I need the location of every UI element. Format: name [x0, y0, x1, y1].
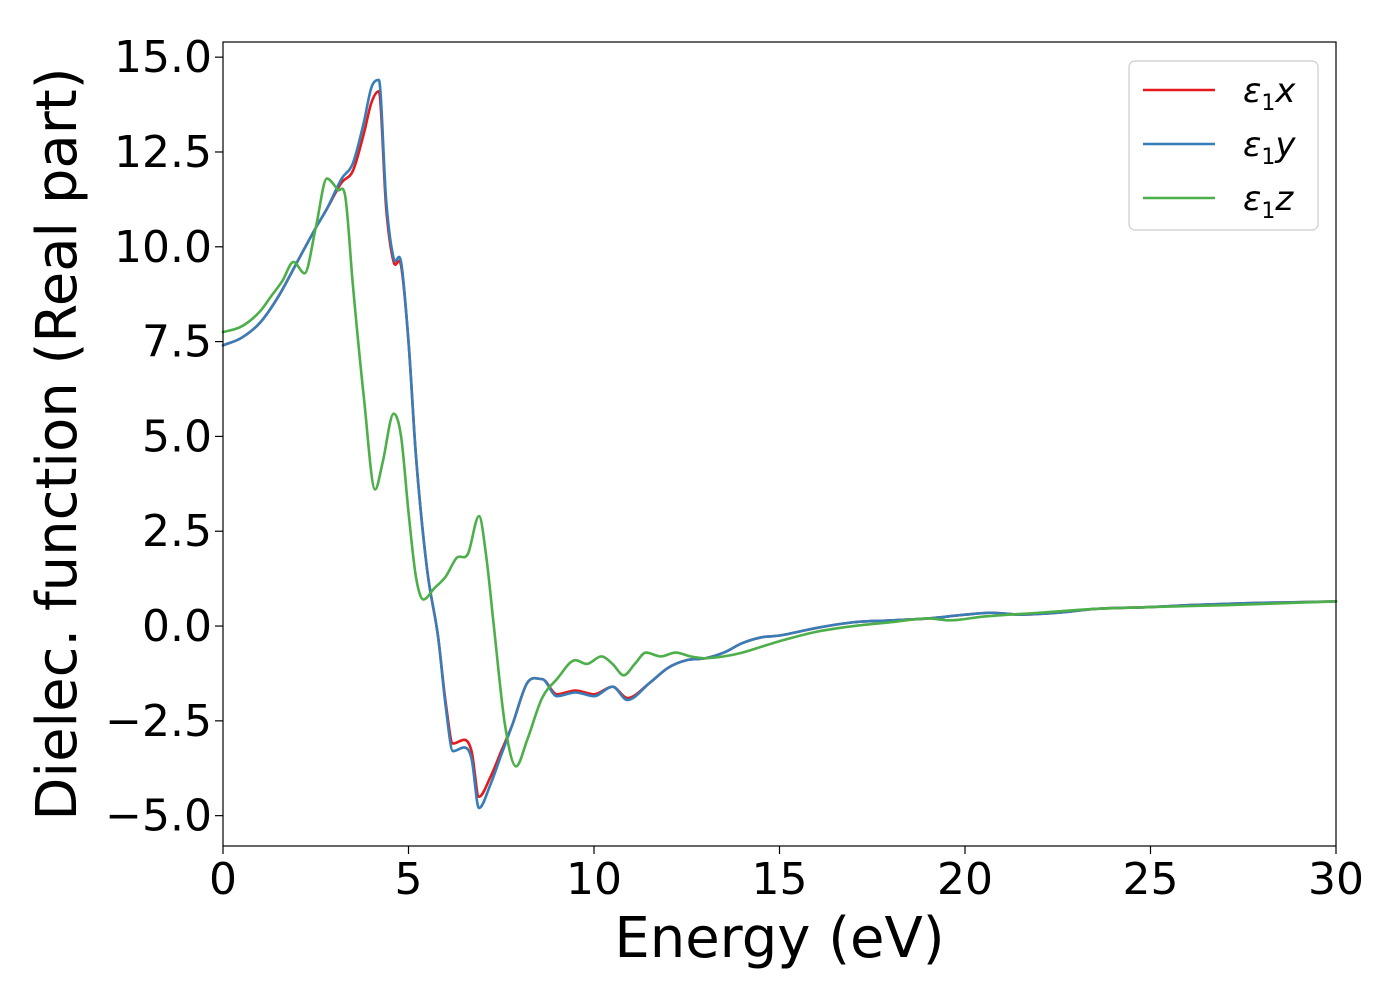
y-tick-label: 0.0: [142, 601, 212, 652]
x-tick-label: 25: [1123, 854, 1179, 905]
legend-label-x: ε1x: [1243, 71, 1296, 116]
x-tick-label: 20: [937, 854, 993, 905]
legend-label-z: ε1z: [1243, 179, 1294, 224]
series-layer: [221, 78, 1338, 810]
y-tick-label: −2.5: [105, 696, 212, 747]
y-tick-label: −5.0: [105, 791, 212, 842]
series-line-y: [221, 78, 1338, 810]
x-tick-label: 30: [1308, 854, 1364, 905]
series-line-z: [221, 177, 1338, 768]
legend-entries: ε1x ε1y ε1z: [1143, 71, 1296, 224]
legend-label-y: ε1y: [1243, 125, 1296, 170]
y-tick-label: 12.5: [114, 127, 212, 178]
y-tick-label: 2.5: [142, 506, 212, 557]
y-tick-label: 7.5: [142, 317, 212, 368]
x-tick-label: 10: [566, 854, 622, 905]
legend-box: [1128, 60, 1319, 231]
y-tick-label: 5.0: [142, 411, 212, 462]
x-tick-label: 5: [395, 854, 423, 905]
x-tick-label: 15: [752, 854, 808, 905]
y-tick-label: 10.0: [114, 222, 212, 273]
x-axis-ticks: 0 5 10 15 20 25 30: [209, 846, 1364, 905]
x-axis-label: Energy (eV): [614, 906, 944, 971]
legend: ε1x ε1y ε1z: [1128, 60, 1319, 231]
y-axis-label: Dielec. function (Real part): [25, 67, 90, 820]
y-axis-ticks: −5.0 −2.5 0.0 2.5 5.0 7.5 10.0 12.5 15.0: [105, 32, 223, 842]
x-tick-label: 0: [209, 854, 237, 905]
y-tick-label: 15.0: [114, 32, 212, 83]
